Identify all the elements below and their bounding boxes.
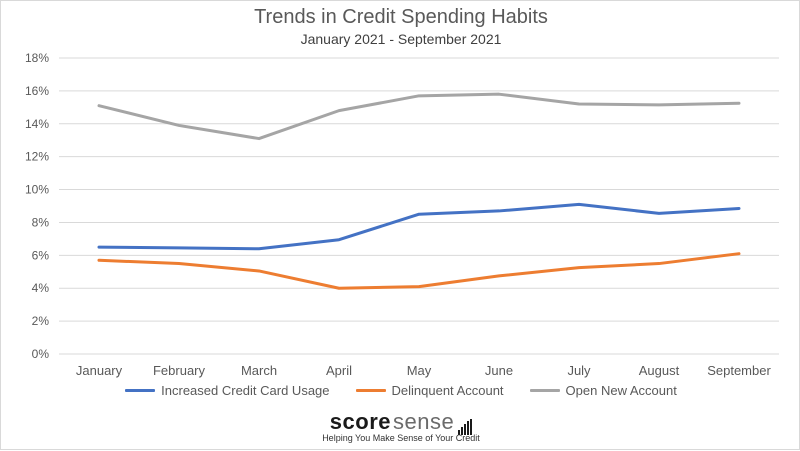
chart-subtitle: January 2021 - September 2021 <box>300 31 502 47</box>
y-tick-label: 16% <box>25 84 49 98</box>
x-tick-label: April <box>326 363 352 378</box>
x-tick-label: September <box>707 363 771 378</box>
y-tick-label: 4% <box>32 281 50 295</box>
y-tick-label: 10% <box>25 183 49 197</box>
signal-bars-icon <box>458 419 473 435</box>
legend-item: Delinquent Account <box>355 383 504 398</box>
series-line-open-new-account <box>97 92 741 141</box>
y-tick-label: 0% <box>32 347 50 361</box>
x-tick-label: February <box>153 363 206 378</box>
y-tick-label: 8% <box>32 215 50 229</box>
x-tick-label: June <box>485 363 513 378</box>
legend-swatch <box>355 389 386 392</box>
x-tick-label: August <box>639 363 680 378</box>
legend: Increased Credit Card Usage Delinquent Ac… <box>1 383 800 398</box>
brand-name-score: score <box>329 409 391 434</box>
y-tick-label: 6% <box>32 248 50 262</box>
y-tick-label: 12% <box>25 150 49 164</box>
legend-item: Open New Account <box>529 383 677 398</box>
legend-label: Open New Account <box>565 383 677 398</box>
legend-label: Increased Credit Card Usage <box>161 383 330 398</box>
x-tick-label: May <box>407 363 432 378</box>
series-line-delinquent-account <box>97 252 741 290</box>
brand-tagline: Helping You Make Sense of Your Credit <box>322 433 480 443</box>
x-tick-label: January <box>76 363 123 378</box>
brand-name: score sense <box>329 409 473 435</box>
y-tick-label: 14% <box>25 117 49 131</box>
x-tick-label: July <box>567 363 591 378</box>
y-tick-label: 2% <box>32 314 50 328</box>
series-line-increased-credit-card-usage <box>97 202 741 251</box>
brand-name-sense: sense <box>393 409 455 434</box>
legend-label: Delinquent Account <box>391 383 504 398</box>
x-tick-label: March <box>241 363 277 378</box>
legend-swatch <box>529 389 560 392</box>
y-tick-label: 18% <box>25 51 49 65</box>
brand-logo: score sense Helping You Make Sense of You… <box>1 409 800 443</box>
legend-item: Increased Credit Card Usage <box>125 383 330 398</box>
chart-title: Trends in Credit Spending Habits <box>254 6 548 28</box>
legend-swatch <box>125 389 156 392</box>
